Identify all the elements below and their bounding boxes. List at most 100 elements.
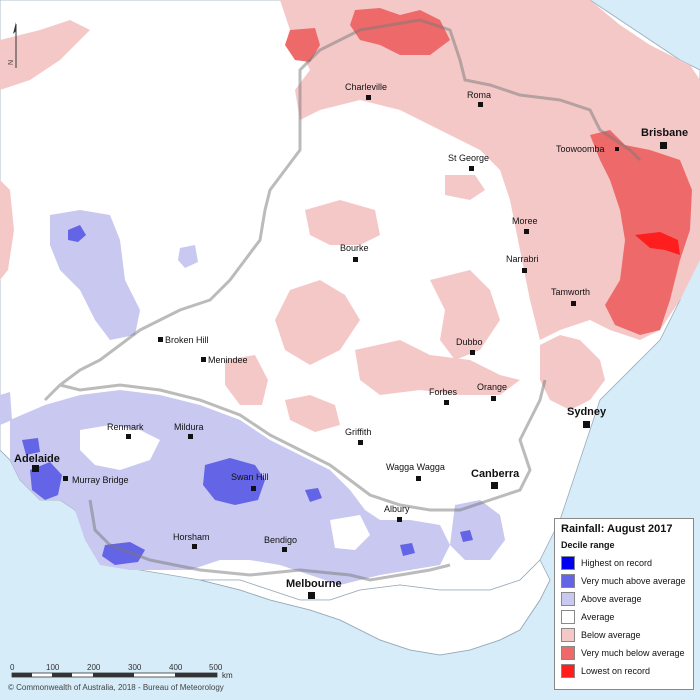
label-toowoomba: Toowoomba [556, 144, 605, 154]
marker-mildura [188, 434, 193, 439]
legend-label: Very much above average [581, 576, 686, 586]
marker-toowoomba [615, 147, 619, 151]
very-much-above-swan-hill [203, 458, 265, 505]
label-mildura: Mildura [174, 422, 204, 432]
legend-label: Highest on record [581, 558, 653, 568]
marker-albury [397, 517, 402, 522]
below-average-zone-ne [280, 0, 700, 340]
below-average-central-3 [355, 340, 520, 395]
legend-subtitle: Decile range [561, 540, 615, 550]
label-st-george: St George [448, 153, 489, 163]
label-swan-hill: Swan Hill [231, 472, 269, 482]
north-arrow-icon: N [8, 22, 17, 68]
marker-horsham [192, 544, 197, 549]
label-griffith: Griffith [345, 427, 371, 437]
vic-border [88, 499, 451, 582]
label-murray-bridge: Murray Bridge [72, 475, 129, 485]
legend-item: Very much above average [561, 572, 687, 590]
above-average-ne-vic [450, 500, 505, 560]
label-tamworth: Tamworth [551, 287, 590, 297]
credit-text: © Commonwealth of Australia, 2018 - Bure… [8, 683, 224, 692]
below-average-central-2 [275, 280, 360, 365]
scale-tick-0: 0 [10, 663, 15, 672]
marker-orange [491, 396, 496, 401]
scale-tick-300: 300 [128, 663, 142, 672]
legend-item: Above average [561, 590, 687, 608]
below-average-central-5 [225, 355, 268, 405]
marker-sydney [583, 421, 590, 428]
label-bendigo: Bendigo [264, 535, 297, 545]
label-charleville: Charleville [345, 82, 387, 92]
very-much-above-nw-dot [68, 225, 86, 242]
legend: Rainfall: August 2017 Decile range Highe… [554, 518, 694, 690]
legend-item: Lowest on record [561, 662, 687, 680]
label-moree: Moree [512, 216, 538, 226]
below-average-west [0, 180, 14, 280]
above-average-blob-2 [178, 245, 198, 268]
very-much-below-nw [285, 28, 320, 62]
above-average-nw-blob [50, 210, 140, 340]
legend-swatch [561, 646, 575, 660]
marker-broken-hill [158, 337, 163, 342]
label-albury: Albury [384, 504, 410, 514]
below-average-nw [0, 20, 90, 90]
scale-tick-400: 400 [169, 663, 183, 672]
label-renmark: Renmark [107, 422, 144, 432]
marker-bourke [353, 257, 358, 262]
marker-charleville [366, 95, 371, 100]
label-canberra: Canberra [471, 468, 520, 480]
legend-rows: Highest on record Very much above average… [561, 554, 687, 680]
legend-swatch [561, 574, 575, 588]
label-menindee: Menindee [208, 355, 248, 365]
label-narrabri: Narrabri [506, 254, 539, 264]
town-markers: Charleville Roma Brisbane Toowoomba St G… [14, 82, 688, 599]
marker-st-george [469, 166, 474, 171]
scale-bar: 0 100 200 300 400 500 km [10, 663, 233, 680]
below-average-sydney [540, 335, 605, 410]
legend-swatch [561, 592, 575, 606]
scale-tick-100: 100 [46, 663, 60, 672]
scale-tick-500: 500 [209, 663, 223, 672]
legend-swatch [561, 628, 575, 642]
legend-swatch [561, 610, 575, 624]
legend-swatch [561, 664, 575, 678]
very-much-below-east [590, 130, 692, 335]
label-melbourne: Melbourne [286, 578, 342, 590]
label-bourke: Bourke [340, 243, 369, 253]
legend-label: Below average [581, 630, 641, 640]
label-horsham: Horsham [173, 532, 210, 542]
coastline-south [199, 579, 551, 656]
legend-label: Above average [581, 594, 642, 604]
average-hole-2 [330, 515, 370, 550]
label-dubbo: Dubbo [456, 337, 483, 347]
marker-bendigo [282, 547, 287, 552]
legend-label: Average [581, 612, 615, 622]
marker-renmark [126, 434, 131, 439]
marker-canberra [491, 482, 498, 489]
marker-brisbane [660, 142, 667, 149]
north-label: N [8, 60, 15, 65]
very-much-below-north [350, 8, 450, 55]
very-much-above-blob-3 [305, 488, 322, 502]
marker-menindee [201, 357, 206, 362]
very-much-above-blob-6 [22, 438, 40, 455]
above-average-far-west [0, 392, 12, 425]
legend-item: Below average [561, 626, 687, 644]
label-orange: Orange [477, 382, 507, 392]
marker-murray-bridge [63, 476, 68, 481]
marker-tamworth [571, 301, 576, 306]
scale-tick-200: 200 [87, 663, 101, 672]
marker-narrabri [522, 268, 527, 273]
label-forbes: Forbes [429, 387, 458, 397]
marker-dubbo [470, 350, 475, 355]
legend-title: Rainfall: August 2017 [561, 523, 673, 535]
nsw-border [43, 18, 642, 512]
marker-forbes [444, 400, 449, 405]
label-roma: Roma [467, 90, 491, 100]
marker-moree [524, 229, 529, 234]
marker-melbourne [308, 592, 315, 599]
below-average-central-7 [445, 175, 485, 200]
legend-item: Very much below average [561, 644, 687, 662]
scale-unit: km [222, 671, 233, 680]
